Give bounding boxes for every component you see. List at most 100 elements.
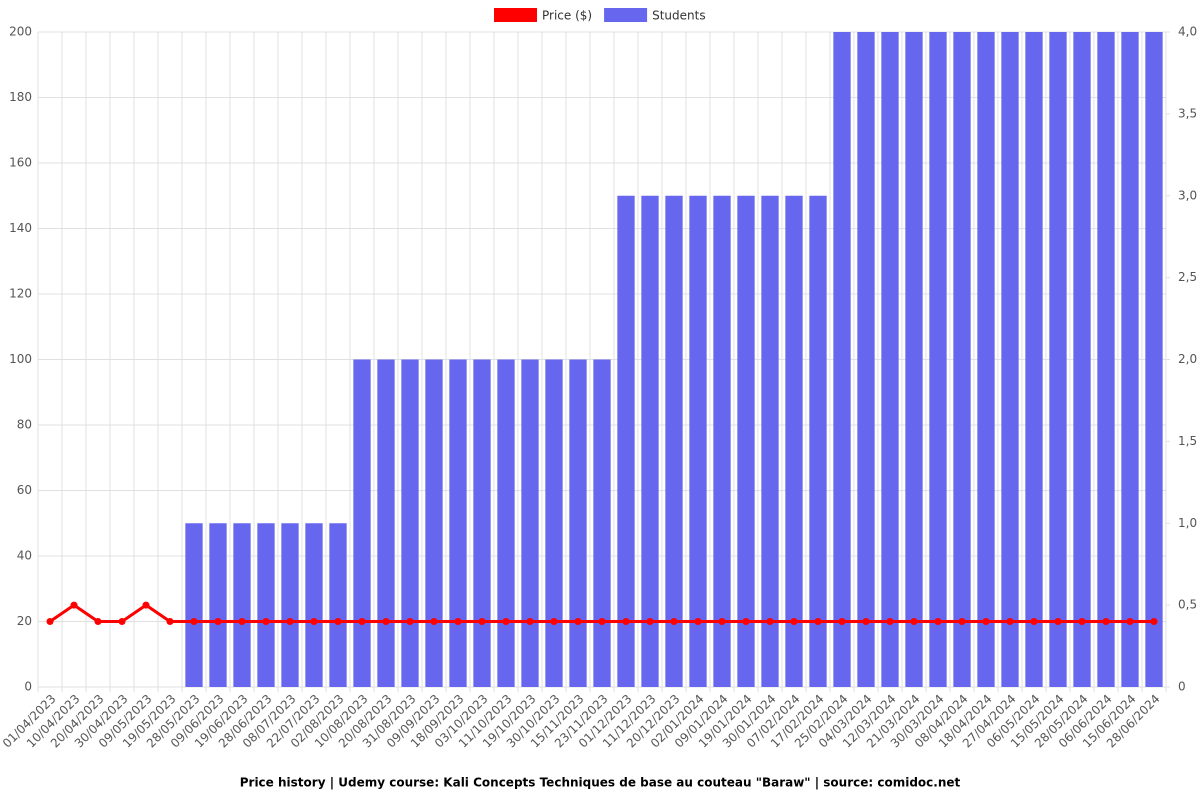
bar	[761, 195, 779, 687]
y-tick-label: 100	[9, 352, 32, 366]
price-point	[598, 618, 606, 625]
bar	[905, 32, 923, 687]
y-tick-label: 160	[9, 156, 32, 170]
price-point	[1054, 618, 1062, 625]
bar	[857, 32, 875, 687]
y2-tick-label: 1,0	[1178, 516, 1197, 530]
price-point	[670, 618, 678, 625]
price-point	[526, 618, 534, 625]
price-point	[814, 618, 822, 625]
bar	[977, 32, 995, 687]
price-point	[118, 618, 126, 625]
bar	[281, 523, 299, 687]
y2-tick-label: 0,5	[1178, 598, 1197, 612]
price-point	[742, 618, 750, 625]
bar	[713, 195, 731, 687]
bar	[1049, 32, 1067, 687]
y-tick-label: 80	[17, 418, 32, 432]
bar	[569, 359, 587, 687]
price-point	[550, 618, 558, 625]
bar	[833, 32, 851, 687]
price-point	[454, 618, 462, 625]
bar	[1121, 32, 1139, 687]
price-point	[958, 618, 966, 625]
price-point	[934, 618, 942, 625]
price-point	[94, 618, 102, 625]
price-point	[70, 601, 78, 609]
bar	[953, 32, 971, 687]
y2-tick-label: 4,0	[1178, 25, 1197, 39]
price-point	[214, 618, 222, 625]
y-tick-label: 60	[17, 483, 32, 497]
bar	[209, 523, 227, 687]
price-point	[286, 618, 294, 625]
bar	[353, 359, 371, 687]
bar	[497, 359, 515, 687]
price-point	[718, 618, 726, 625]
price-point	[622, 618, 630, 625]
price-point	[694, 618, 702, 625]
price-point	[766, 618, 774, 625]
bar	[401, 359, 419, 687]
bar	[689, 195, 707, 687]
y2-tick-label: 2,0	[1178, 352, 1197, 366]
bar	[1097, 32, 1115, 687]
price-point	[46, 618, 54, 625]
bar	[1073, 32, 1091, 687]
bar	[617, 195, 635, 687]
price-point	[646, 618, 654, 625]
bar	[785, 195, 803, 687]
price-point	[502, 618, 510, 625]
y-tick-label: 40	[17, 549, 32, 563]
y2-tick-label: 3,0	[1178, 188, 1197, 202]
bar	[377, 359, 395, 687]
price-point	[262, 618, 270, 625]
price-point	[142, 601, 150, 609]
bar	[449, 359, 467, 687]
price-point	[982, 618, 990, 625]
bar	[1145, 32, 1163, 687]
y2-tick-label: 0	[1178, 680, 1186, 694]
bar	[1025, 32, 1043, 687]
price-point	[838, 618, 846, 625]
legend-label: Price ($)	[542, 9, 592, 23]
legend-label: Students	[652, 9, 706, 23]
bar	[521, 359, 539, 687]
price-point	[430, 618, 438, 625]
price-point	[1102, 618, 1110, 625]
price-point	[358, 618, 366, 625]
bar	[737, 195, 755, 687]
bar	[641, 195, 659, 687]
price-point	[1150, 618, 1158, 625]
price-point	[166, 618, 174, 625]
y2-tick-label: 1,5	[1178, 434, 1197, 448]
price-point	[790, 618, 798, 625]
price-point	[382, 618, 390, 625]
bar	[329, 523, 347, 687]
bar	[881, 32, 899, 687]
price-point	[190, 618, 198, 625]
bar	[545, 359, 563, 687]
price-point	[574, 618, 582, 625]
y2-tick-label: 3,5	[1178, 106, 1197, 120]
y-tick-label: 20	[17, 614, 32, 628]
price-point	[1078, 618, 1086, 625]
y-tick-label: 120	[9, 287, 32, 301]
bar	[929, 32, 947, 687]
y-tick-label: 180	[9, 90, 32, 104]
y-tick-label: 140	[9, 221, 32, 235]
y-tick-label: 200	[9, 25, 32, 39]
legend-swatch	[604, 8, 648, 22]
bar	[1001, 32, 1019, 687]
chart-title: Price history | Udemy course: Kali Conce…	[240, 776, 961, 790]
price-point	[1030, 618, 1038, 625]
bar	[593, 359, 611, 687]
bar	[233, 523, 251, 687]
bar	[809, 195, 827, 687]
bar	[473, 359, 491, 687]
price-point	[478, 618, 486, 625]
price-point	[310, 618, 318, 625]
price-point	[238, 618, 246, 625]
bar	[185, 523, 203, 687]
